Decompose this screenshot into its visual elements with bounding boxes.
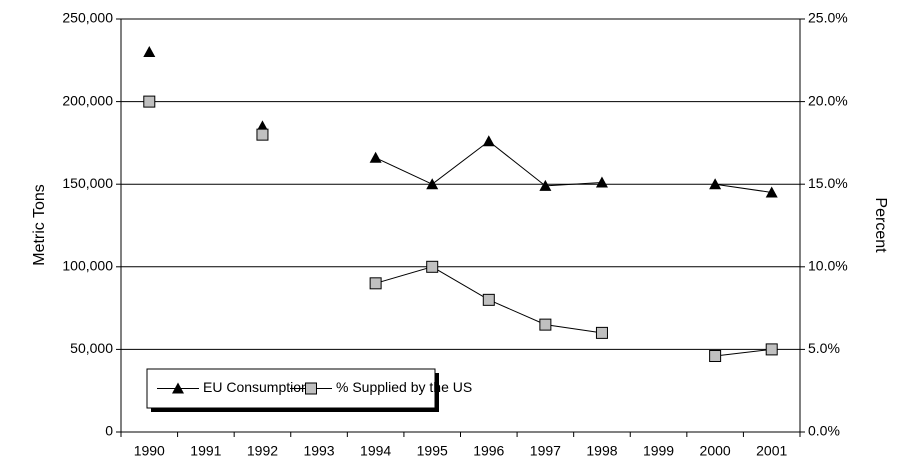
data-point xyxy=(765,343,778,356)
data-point xyxy=(426,178,439,190)
data-point xyxy=(709,178,722,190)
x-tick-label: 2001 xyxy=(756,443,787,459)
y2-tick-label: 0.0% xyxy=(808,423,840,439)
x-tick-label: 1990 xyxy=(134,443,165,459)
x-tick-label: 2000 xyxy=(700,443,731,459)
x-tick-label: 1995 xyxy=(417,443,448,459)
y2-tick-label: 25.0% xyxy=(808,10,848,26)
data-point xyxy=(143,46,156,58)
series-line xyxy=(715,348,772,357)
legend-marker xyxy=(305,382,317,395)
y-tick-label: 100,000 xyxy=(62,258,113,274)
data-point xyxy=(482,135,495,147)
legend-label: EU Consumption xyxy=(203,379,309,395)
data-point xyxy=(595,326,608,339)
data-point xyxy=(709,350,722,363)
data-point xyxy=(539,318,552,331)
x-tick-label: 1997 xyxy=(530,443,561,459)
data-point xyxy=(256,120,269,132)
data-point xyxy=(595,176,608,188)
data-point xyxy=(539,179,552,191)
x-tick-label: 1999 xyxy=(643,443,674,459)
y-axis-title: Metric Tons xyxy=(31,184,48,266)
y2-tick-label: 20.0% xyxy=(808,92,848,108)
x-tick-label: 1996 xyxy=(473,443,504,459)
y2-tick-label: 15.0% xyxy=(808,175,848,191)
legend-label: % Supplied by the US xyxy=(336,379,472,395)
data-point xyxy=(765,186,778,198)
data-point xyxy=(369,277,382,290)
x-tick-label: 1991 xyxy=(190,443,221,459)
y-tick-label: 200,000 xyxy=(62,92,113,108)
data-point xyxy=(482,293,495,306)
y2-tick-label: 10.0% xyxy=(808,258,848,274)
x-tick-label: 1993 xyxy=(303,443,334,459)
series-line xyxy=(715,183,772,193)
x-tick-label: 1998 xyxy=(586,443,617,459)
x-tick-label: 1994 xyxy=(360,443,391,459)
y2-axis-title: Percent xyxy=(872,197,889,253)
data-point xyxy=(143,95,156,108)
y2-tick-label: 5.0% xyxy=(808,340,840,356)
legend-marker xyxy=(172,382,184,394)
series-line xyxy=(375,140,602,187)
data-point xyxy=(256,128,269,141)
data-point xyxy=(426,260,439,273)
y-tick-label: 50,000 xyxy=(70,340,113,356)
data-point xyxy=(369,151,382,163)
y-tick-label: 250,000 xyxy=(62,10,113,26)
y-tick-label: 150,000 xyxy=(62,175,113,191)
y-tick-label: 0 xyxy=(105,423,113,439)
x-tick-label: 1992 xyxy=(247,443,278,459)
